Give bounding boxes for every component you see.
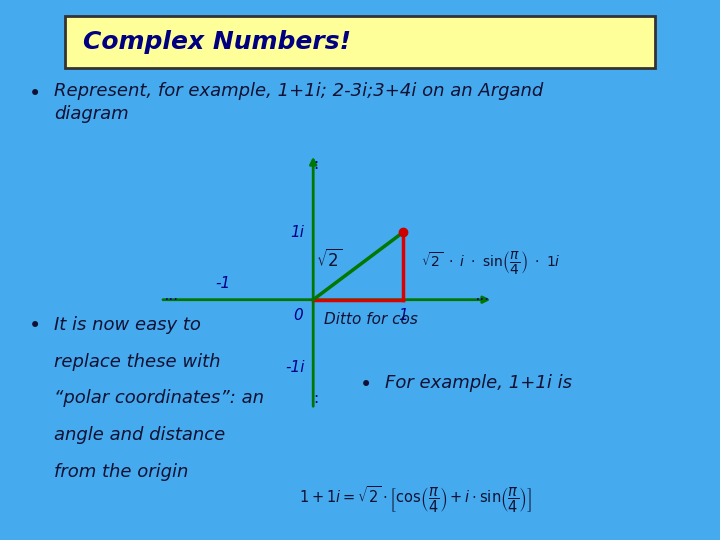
Text: 1i: 1i bbox=[291, 225, 305, 240]
Text: :: : bbox=[312, 157, 318, 172]
Text: $\sqrt{2}$: $\sqrt{2}$ bbox=[316, 248, 343, 271]
Text: replace these with: replace these with bbox=[54, 353, 220, 370]
Text: ...: ... bbox=[164, 288, 179, 303]
Text: “polar coordinates”: an: “polar coordinates”: an bbox=[54, 389, 264, 407]
Text: Complex Numbers!: Complex Numbers! bbox=[83, 30, 351, 53]
Text: •: • bbox=[360, 375, 372, 395]
Text: 1: 1 bbox=[398, 308, 408, 323]
Text: diagram: diagram bbox=[54, 105, 129, 123]
Text: For example, 1+1i is: For example, 1+1i is bbox=[385, 374, 572, 391]
Text: $1+1i=\sqrt{2}\cdot\left[\cos\!\left(\dfrac{\pi}{4}\right)+i\cdot\sin\!\left(\df: $1+1i=\sqrt{2}\cdot\left[\cos\!\left(\df… bbox=[299, 484, 532, 515]
Bar bbox=[65, 16, 655, 68]
Text: $\sqrt{2}\ \cdot\ i\ \cdot\ \sin\!\left(\dfrac{\pi}{4}\right)\ \cdot\ 1i$: $\sqrt{2}\ \cdot\ i\ \cdot\ \sin\!\left(… bbox=[421, 249, 561, 276]
Text: 0: 0 bbox=[293, 308, 303, 323]
Text: angle and distance: angle and distance bbox=[54, 426, 225, 444]
Text: from the origin: from the origin bbox=[54, 463, 189, 481]
Text: Ditto for cos: Ditto for cos bbox=[324, 312, 418, 327]
Text: -1: -1 bbox=[215, 276, 231, 291]
Text: -1i: -1i bbox=[285, 360, 305, 375]
Text: Represent, for example, 1+1i; 2-3i;3+4i on an Argand: Represent, for example, 1+1i; 2-3i;3+4i … bbox=[54, 82, 544, 100]
Text: It is now easy to: It is now easy to bbox=[54, 316, 201, 334]
Text: :: : bbox=[312, 392, 318, 406]
Text: •: • bbox=[29, 84, 41, 104]
Text: ...: ... bbox=[475, 288, 490, 303]
Text: •: • bbox=[29, 316, 41, 336]
